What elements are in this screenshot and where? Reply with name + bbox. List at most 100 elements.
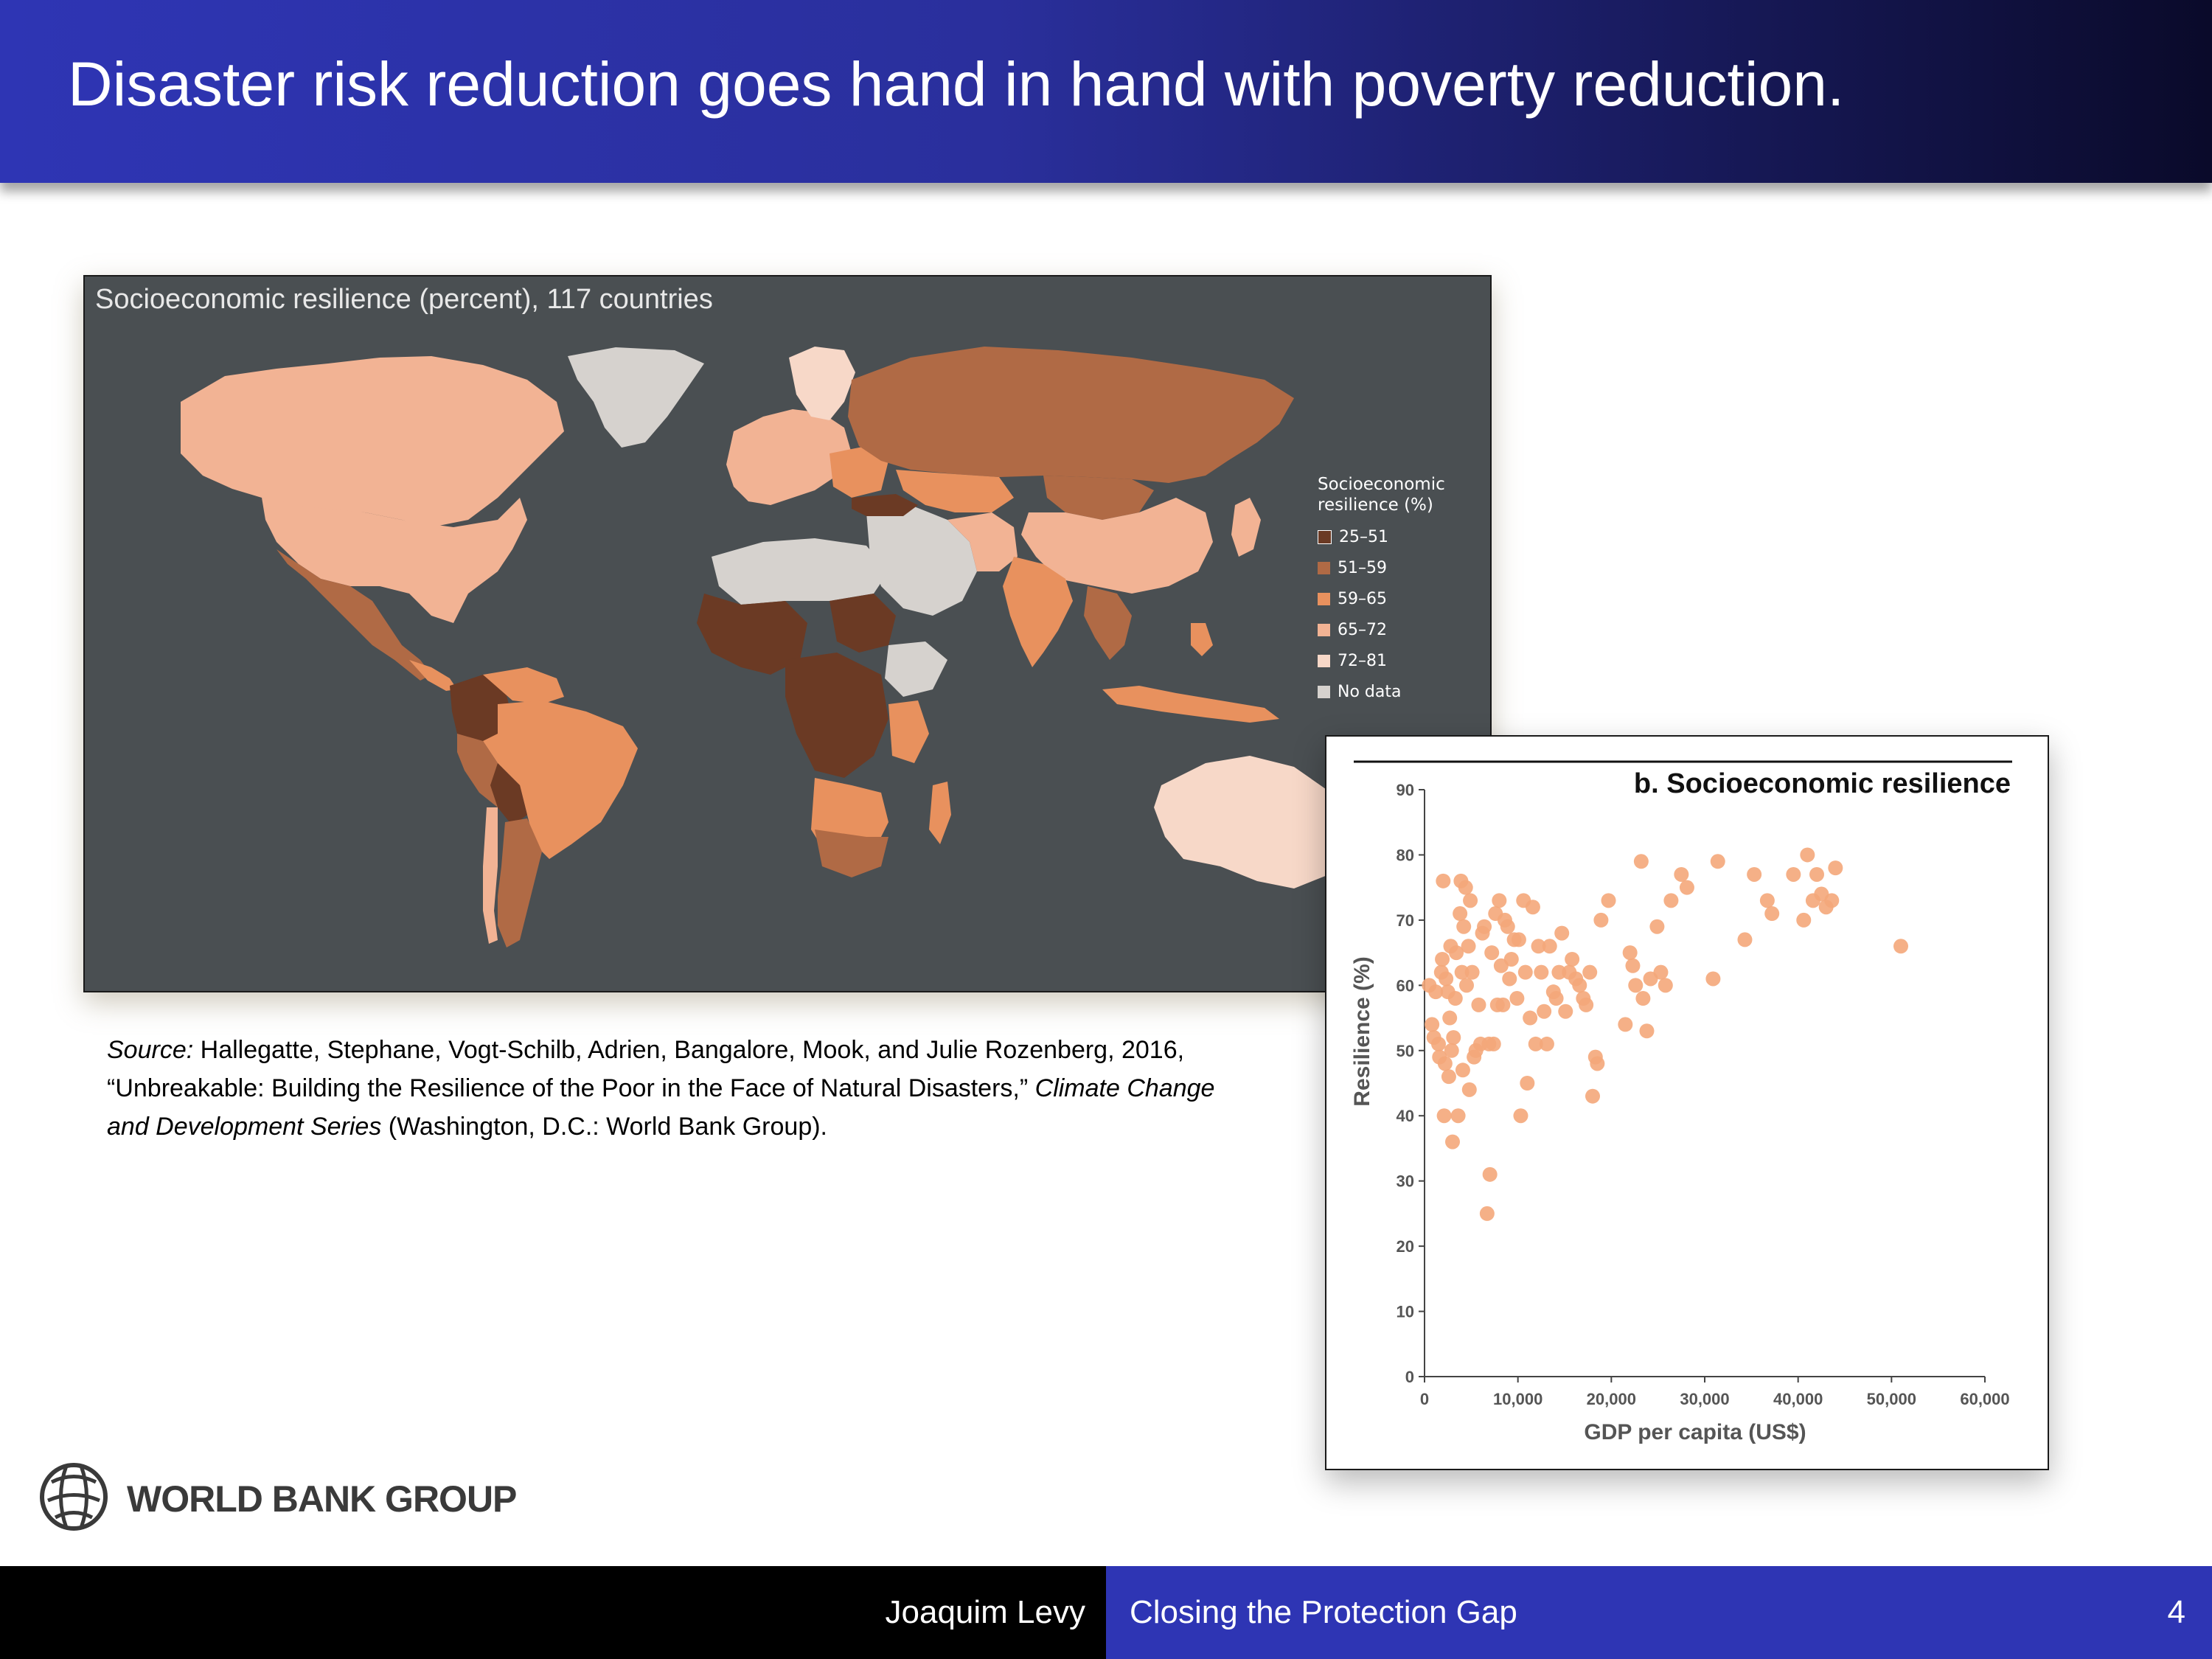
map-europe-west [726, 409, 852, 505]
map-north-america-north [181, 356, 564, 527]
map-indonesia [1102, 686, 1279, 723]
legend-label: 59–65 [1338, 589, 1387, 608]
data-point [1625, 958, 1641, 973]
source-label: Source: [107, 1036, 194, 1064]
data-point [1509, 991, 1525, 1006]
map-west-africa [697, 594, 807, 675]
data-point [1590, 1056, 1605, 1071]
map-chile [483, 807, 498, 944]
y-tick-label: 90 [1397, 781, 1414, 799]
footer-left: Joaquim Levy [0, 1566, 1106, 1659]
data-point [1492, 893, 1507, 908]
map-eastern-europe [830, 446, 888, 498]
legend-title-line2: resilience (%) [1318, 495, 1433, 515]
data-point [1828, 860, 1843, 876]
data-point [1572, 978, 1587, 993]
data-point [1477, 919, 1492, 934]
map-turkey [852, 494, 918, 516]
data-point [1679, 880, 1694, 895]
data-point [1461, 939, 1476, 954]
data-point [1551, 964, 1567, 980]
y-tick-label: 70 [1397, 911, 1414, 930]
map-brazil [483, 700, 638, 859]
data-point [1445, 1134, 1460, 1150]
y-tick-label: 60 [1397, 976, 1414, 995]
map-bolivia [490, 763, 527, 826]
y-tick-label: 80 [1397, 846, 1414, 864]
y-tick-label: 10 [1397, 1303, 1414, 1321]
data-point [1436, 873, 1451, 888]
map-india [1003, 557, 1073, 667]
map-madagascar [929, 782, 951, 844]
map-colombia [450, 675, 512, 748]
data-point [1542, 939, 1557, 954]
data-point [1500, 919, 1515, 934]
legend-swatch [1318, 561, 1330, 574]
map-greenland [568, 347, 704, 448]
x-tick-label: 60,000 [1960, 1390, 2009, 1408]
y-tick-label: 50 [1397, 1042, 1414, 1060]
data-point [1482, 1166, 1498, 1182]
legend-label: 72–81 [1338, 651, 1387, 670]
data-point [1461, 1082, 1477, 1097]
map-southeast-asia [1084, 586, 1132, 660]
legend-item: 65–72 [1318, 614, 1487, 645]
legend-label: 51–59 [1338, 558, 1387, 577]
globe-icon [40, 1463, 108, 1531]
legend-item: 25–51 [1318, 521, 1487, 552]
map-middle-east [866, 505, 977, 616]
source-citation: Source: Hallegatte, Stephane, Vogt-Schil… [107, 1031, 1257, 1146]
data-point [1459, 978, 1474, 993]
map-scandinavia [789, 347, 855, 420]
data-point [1639, 1023, 1655, 1039]
legend-title: Socioeconomic resilience (%) [1318, 474, 1487, 515]
footer-right: Closing the Protection Gap 4 [1106, 1566, 2212, 1659]
data-point [1622, 945, 1638, 961]
map-central-africa [785, 653, 888, 778]
data-point [1674, 866, 1689, 882]
map-kazakhstan [896, 470, 1014, 512]
legend-swatch [1318, 529, 1332, 544]
source-series: Climate Change and Development Series [107, 1074, 1215, 1141]
x-tick-label: 30,000 [1680, 1390, 1729, 1408]
y-tick-label: 30 [1397, 1172, 1414, 1191]
data-point [1579, 997, 1594, 1012]
x-tick-label: 50,000 [1867, 1390, 1916, 1408]
data-point [1502, 971, 1517, 987]
data-point [1425, 1017, 1440, 1032]
world-bank-logo: WORLD BANK GROUP [37, 1460, 517, 1541]
data-point [1525, 900, 1540, 915]
data-point [1523, 1010, 1538, 1026]
data-point [1531, 939, 1546, 954]
data-point [1458, 880, 1473, 895]
data-point [1479, 1206, 1495, 1221]
data-point [1449, 945, 1464, 961]
data-point [1658, 978, 1673, 993]
map-title: Socioeconomic resilience (percent), 117 … [95, 284, 713, 315]
data-point [1456, 919, 1472, 934]
data-point [1450, 1108, 1466, 1124]
source-text-2: (Washington, D.C.: World Bank Group). [381, 1113, 827, 1141]
footer: Joaquim Levy Closing the Protection Gap … [0, 1566, 2212, 1659]
x-tick-label: 20,000 [1587, 1390, 1636, 1408]
title-bar: Disaster risk reduction goes hand in han… [0, 0, 2212, 183]
x-tick-label: 40,000 [1773, 1390, 1823, 1408]
data-point [1764, 906, 1780, 922]
data-point [1737, 932, 1753, 947]
map-philippines [1191, 623, 1213, 656]
map-north-africa [712, 538, 888, 605]
data-point [1786, 866, 1801, 882]
data-point [1618, 1017, 1633, 1032]
legend-label: 25–51 [1339, 527, 1388, 546]
map-east-africa [888, 700, 929, 763]
data-point [1441, 1069, 1456, 1085]
logo-text: WORLD BANK GROUP [127, 1478, 517, 1520]
data-point [1439, 971, 1454, 987]
legend-title-line1: Socioeconomic [1318, 475, 1445, 494]
data-point [1554, 925, 1570, 941]
legend-label: No data [1338, 682, 1402, 701]
data-point [1437, 1056, 1453, 1071]
data-point [1431, 1036, 1446, 1051]
data-point [1517, 964, 1533, 980]
world-map-graphic [181, 347, 1412, 947]
